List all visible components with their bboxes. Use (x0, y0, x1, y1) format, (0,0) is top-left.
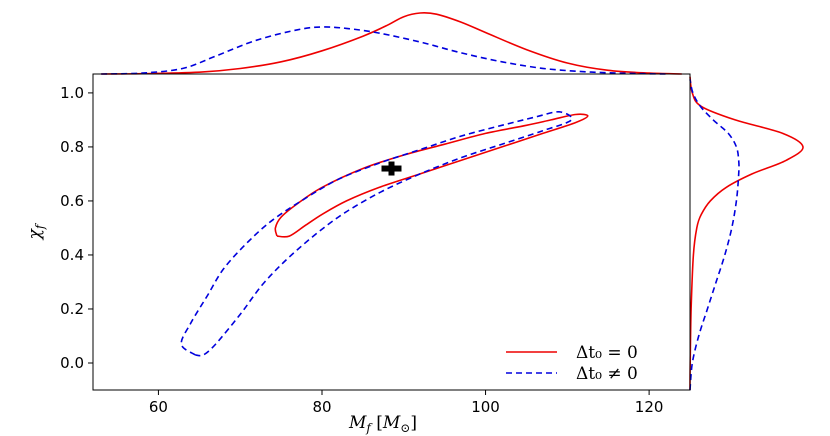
contour-series-b (180, 110, 573, 357)
legend-label-series-b: Δt₀ ≠ 0 (576, 364, 638, 384)
main-plot: 60 80 100 120 0.0 0.2 0.4 0.6 0.8 1.0 (60, 73, 691, 416)
injection-marker (381, 161, 402, 176)
right-marginal-plot (689, 76, 804, 391)
x-tick-label: 120 (635, 398, 664, 416)
marginal-x-series-a (101, 12, 682, 75)
y-tick-label: 0.2 (60, 300, 84, 318)
y-tick-label: 0.8 (60, 138, 84, 156)
x-tick-label: 60 (149, 398, 168, 416)
top-marginal-plot (101, 12, 682, 75)
marginal-y-series-b (689, 79, 740, 391)
marginal-x-series-b (101, 26, 666, 75)
x-tick-label: 80 (312, 398, 331, 416)
marginal-y-series-a (689, 76, 804, 391)
x-axis-label: Mf [M⊙] (348, 413, 417, 435)
contour-series-a (274, 113, 589, 238)
y-axis-label: χf (25, 222, 47, 240)
y-axis-ticks: 0.0 0.2 0.4 0.6 0.8 1.0 (60, 84, 93, 372)
plot-frame (92, 73, 691, 391)
x-tick-label: 100 (471, 398, 500, 416)
marker-vbar (388, 161, 395, 176)
y-tick-label: 0.4 (60, 246, 84, 264)
y-tick-label: 1.0 (60, 84, 84, 102)
legend: Δt₀ = 0 Δt₀ ≠ 0 (506, 343, 638, 384)
y-tick-label: 0.0 (60, 354, 84, 372)
x-axis-ticks: 60 80 100 120 (149, 390, 664, 416)
y-tick-label: 0.6 (60, 192, 84, 210)
legend-label-series-a: Δt₀ = 0 (576, 343, 638, 363)
